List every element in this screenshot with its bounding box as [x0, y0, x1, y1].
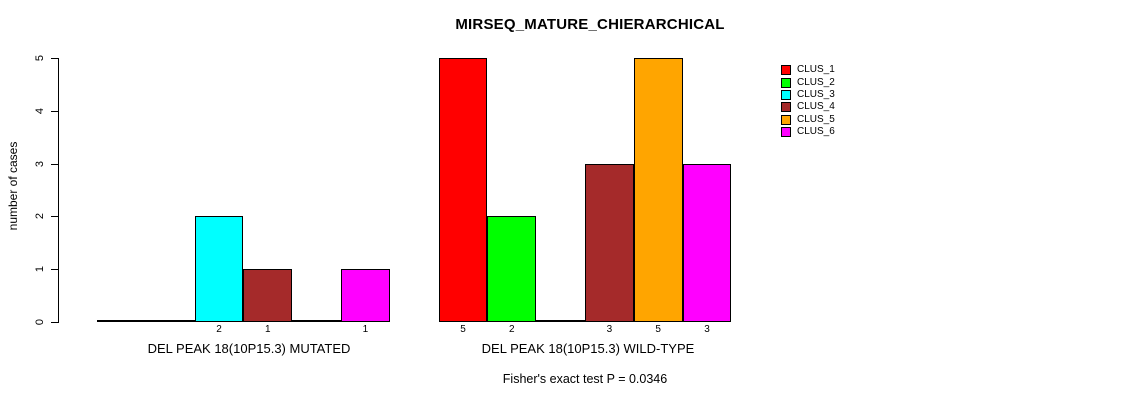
legend-item-clus_4: CLUS_4	[781, 101, 835, 113]
bar-value-label: 2	[216, 324, 222, 335]
bar-clus_6-group2	[682, 163, 732, 322]
bar-clus_2-group2	[487, 216, 537, 322]
bar-value-label: 3	[704, 324, 710, 335]
legend-label: CLUS_6	[797, 126, 835, 138]
bar-clus_6-group1	[341, 269, 390, 322]
y-tick-label: 3	[34, 160, 46, 167]
bar-clus_3-group1	[194, 216, 244, 322]
zero-bar-clus_1-group1	[97, 320, 146, 322]
legend-label: CLUS_1	[797, 64, 835, 76]
y-axis-tick	[51, 163, 58, 165]
bar-value-label: 5	[460, 324, 466, 335]
bar-clus_4-group2	[585, 163, 634, 322]
legend-swatch-clus_2	[781, 77, 791, 88]
y-tick-label: 0	[34, 318, 46, 326]
bar-value-label: 3	[606, 324, 613, 335]
zero-bar-clus_2-group1	[145, 320, 195, 322]
legend-swatch-clus_3	[781, 89, 791, 100]
legend-item-clus_5: CLUS_5	[781, 114, 835, 126]
y-axis-tick	[51, 269, 58, 271]
bar-clus_1-group2	[438, 58, 488, 322]
fisher-test-note: Fisher's exact test P = 0.0346	[502, 372, 668, 386]
bar-value-label: 1	[265, 324, 271, 335]
zero-bar-clus_3-group2	[536, 320, 585, 322]
y-axis-tick	[51, 216, 58, 218]
legend-swatch-clus_6	[781, 127, 791, 138]
bar-clus_5-group2	[633, 58, 683, 322]
legend-item-clus_1: CLUS_1	[781, 64, 835, 76]
y-axis-tick	[51, 110, 58, 112]
y-tick-label: 5	[34, 54, 46, 62]
zero-bar-clus_5-group1	[292, 320, 341, 322]
y-axis-tick	[51, 322, 58, 323]
bar-value-label: 1	[362, 324, 369, 335]
legend-label: CLUS_3	[797, 88, 835, 100]
legend-swatch-clus_5	[781, 114, 791, 125]
legend-swatch-clus_4	[781, 102, 791, 113]
bar-clus_4-group1	[243, 269, 293, 322]
chart-title: MIRSEQ_MATURE_CHIERARCHICAL	[455, 16, 725, 33]
y-axis-line	[58, 58, 59, 323]
bar-value-label: 5	[655, 324, 661, 335]
legend-item-clus_3: CLUS_3	[781, 89, 835, 101]
legend-item-clus_6: CLUS_6	[781, 126, 835, 138]
group-label-wild-type: DEL PEAK 18(10P15.3) WILD-TYPE	[481, 341, 695, 356]
group-label-mutated: DEL PEAK 18(10P15.3) MUTATED	[147, 341, 351, 356]
y-axis-tick	[51, 58, 58, 59]
legend-swatch-clus_1	[781, 65, 791, 76]
y-tick-label: 1	[34, 266, 46, 273]
legend-item-clus_2: CLUS_2	[781, 76, 835, 88]
bar-value-label: 2	[509, 324, 515, 335]
y-tick-label: 4	[34, 107, 46, 114]
legend-label: CLUS_4	[797, 101, 835, 113]
legend: CLUS_1 CLUS_2 CLUS_3 CLUS_4 CLUS_5 CLUS_6	[781, 64, 835, 138]
legend-label: CLUS_2	[797, 76, 835, 88]
y-tick-label: 2	[34, 213, 46, 220]
legend-label: CLUS_5	[797, 113, 835, 125]
y-axis-label: number of cases	[6, 141, 20, 231]
